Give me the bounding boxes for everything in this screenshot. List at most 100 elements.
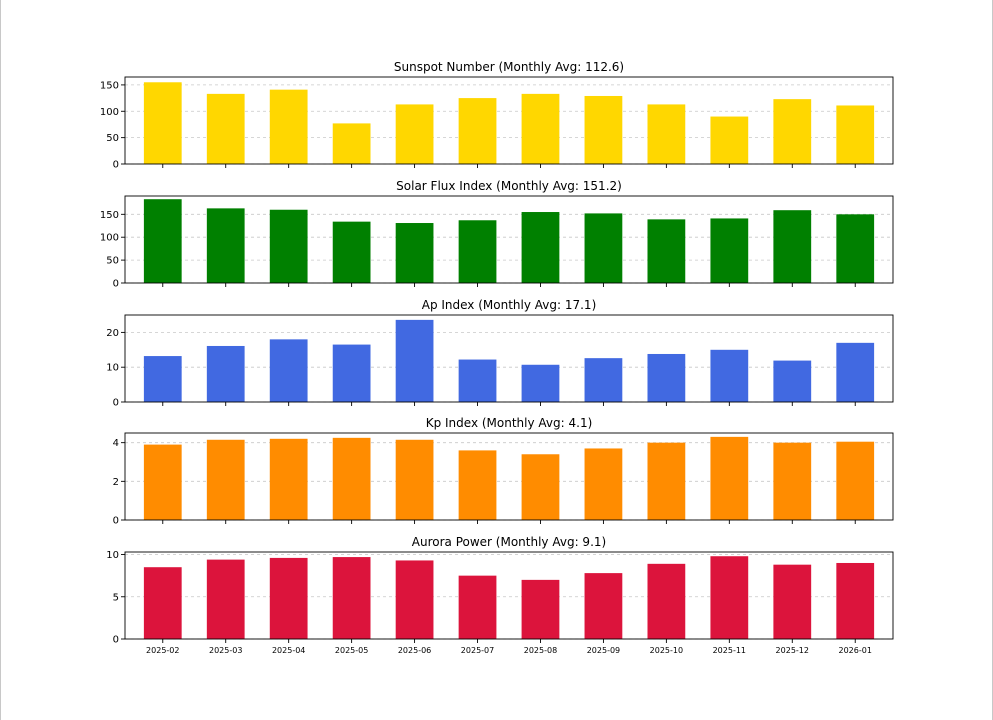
bar-2-5	[458, 359, 497, 402]
bar-3-11	[836, 441, 875, 520]
y-tick-label: 100	[100, 233, 119, 244]
bar-1-10	[773, 210, 812, 283]
bar-1-4	[395, 223, 434, 283]
bar-1-2	[269, 209, 308, 283]
bar-1-9	[710, 218, 749, 283]
y-tick-label: 0	[113, 398, 119, 409]
bar-2-1	[206, 345, 245, 402]
bar-3-3	[332, 437, 371, 520]
bar-4-9	[710, 556, 749, 639]
panel-title-2: Ap Index (Monthly Avg: 17.1)	[422, 298, 597, 312]
bar-3-7	[584, 448, 623, 520]
panel-title-4: Aurora Power (Monthly Avg: 9.1)	[412, 535, 606, 549]
panel-title-1: Solar Flux Index (Monthly Avg: 151.2)	[396, 179, 622, 193]
panel-title-0: Sunspot Number (Monthly Avg: 112.6)	[394, 60, 624, 74]
bar-0-0	[143, 82, 182, 164]
bar-0-5	[458, 98, 497, 164]
y-tick-label: 50	[106, 256, 119, 267]
x-tick-label: 2025-02	[146, 646, 179, 655]
bar-1-3	[332, 221, 371, 283]
bar-3-0	[143, 444, 182, 520]
bar-0-9	[710, 116, 749, 164]
y-tick-label: 2	[113, 477, 119, 488]
y-tick-label: 0	[113, 279, 119, 290]
axes-frame	[124, 432, 894, 521]
x-tick-label: 2025-12	[776, 646, 809, 655]
bar-3-10	[773, 442, 812, 520]
y-tick-label: 5	[113, 592, 119, 603]
y-tick-label: 0	[113, 635, 119, 646]
y-tick-label: 4	[113, 438, 119, 449]
bar-2-3	[332, 344, 371, 402]
x-tick-label: 2025-11	[713, 646, 746, 655]
bar-4-0	[143, 567, 182, 639]
panel-title-3: Kp Index (Monthly Avg: 4.1)	[426, 416, 593, 430]
bar-1-6	[521, 212, 560, 283]
bar-4-4	[395, 560, 434, 639]
y-tick-label: 20	[106, 328, 119, 339]
x-tick-label: 2025-09	[587, 646, 620, 655]
x-tick-label: 2025-04	[272, 646, 305, 655]
y-tick-label: 150	[100, 80, 119, 91]
bar-0-1	[206, 93, 245, 164]
x-tick-label: 2025-07	[461, 646, 494, 655]
bar-2-0	[143, 356, 182, 402]
y-tick-label: 0	[113, 516, 119, 527]
bar-2-7	[584, 358, 623, 402]
bar-2-9	[710, 349, 749, 402]
bar-0-10	[773, 99, 812, 164]
bar-1-11	[836, 214, 875, 283]
bar-2-2	[269, 339, 308, 402]
bar-0-7	[584, 95, 623, 164]
bar-4-6	[521, 579, 560, 639]
bar-4-3	[332, 557, 371, 639]
bar-0-8	[647, 104, 686, 164]
y-tick-label: 50	[106, 133, 119, 144]
x-tick-label: 2026-01	[839, 646, 872, 655]
axes-frame	[124, 551, 894, 640]
bar-4-8	[647, 563, 686, 639]
bar-1-7	[584, 213, 623, 283]
bar-3-2	[269, 438, 308, 520]
x-tick-label: 2025-05	[335, 646, 368, 655]
bar-0-2	[269, 89, 308, 164]
bar-4-2	[269, 557, 308, 639]
bar-1-8	[647, 219, 686, 283]
axes-frame	[124, 314, 894, 403]
bar-3-9	[710, 436, 749, 520]
bar-0-6	[521, 93, 560, 164]
bar-0-3	[332, 123, 371, 164]
bar-4-5	[458, 575, 497, 639]
y-tick-label: 0	[113, 160, 119, 171]
bar-3-6	[521, 454, 560, 520]
bar-2-10	[773, 360, 812, 402]
bar-2-4	[395, 319, 434, 402]
x-tick-label: 2025-03	[209, 646, 242, 655]
bar-4-10	[773, 564, 812, 639]
bar-2-11	[836, 342, 875, 402]
axes-frame	[124, 195, 894, 284]
bar-4-1	[206, 559, 245, 639]
y-tick-label: 100	[100, 107, 119, 118]
y-tick-label: 150	[100, 210, 119, 221]
bar-3-1	[206, 439, 245, 520]
x-tick-label: 2025-06	[398, 646, 431, 655]
bar-3-5	[458, 450, 497, 520]
bar-0-4	[395, 104, 434, 164]
bar-4-7	[584, 573, 623, 639]
bar-1-0	[143, 199, 182, 283]
bar-4-11	[836, 562, 875, 639]
x-tick-label: 2025-08	[524, 646, 557, 655]
bar-0-11	[836, 105, 875, 164]
x-tick-label: 2025-10	[650, 646, 683, 655]
bar-2-6	[521, 364, 560, 402]
bar-1-5	[458, 220, 497, 283]
bar-3-8	[647, 442, 686, 520]
axes-frame	[124, 76, 894, 165]
bar-2-8	[647, 353, 686, 402]
bar-3-4	[395, 439, 434, 520]
y-tick-label: 10	[106, 550, 119, 561]
y-tick-label: 10	[106, 363, 119, 374]
bar-1-1	[206, 208, 245, 283]
